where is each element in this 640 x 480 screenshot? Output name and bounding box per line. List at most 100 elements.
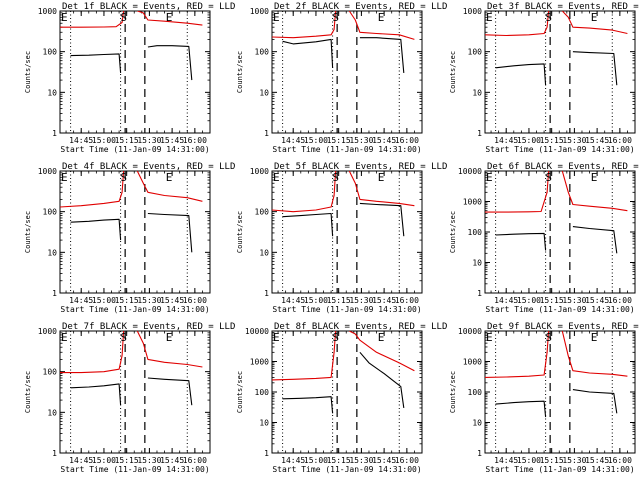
x-axis-label: Start Time (11-Jan-09 14:31:00)	[272, 465, 421, 474]
events-series-line	[282, 212, 334, 237]
y-tick-label: 1000	[38, 167, 57, 176]
events-series-line	[359, 37, 405, 73]
events-series-line	[70, 383, 122, 406]
event-marker-label: E	[378, 331, 385, 344]
event-marker-label: E	[273, 11, 280, 24]
lld-series-line	[348, 11, 415, 40]
x-tick-label: 16:00	[183, 136, 207, 145]
panel-title: Det 1f BLACK = Events, RED = LLD	[62, 2, 235, 12]
lld-series-line	[348, 171, 415, 207]
event-marker-label: S	[120, 171, 127, 184]
plot-area	[272, 331, 415, 453]
plot-frame	[484, 10, 636, 134]
x-tick-label: 15:45	[160, 136, 184, 145]
x-tick-label: 15:00	[517, 456, 541, 465]
detector-panel-2: Det 2f BLACK = Events, RED = LLD 1 10 100 10…	[236, 2, 447, 154]
y-tick-label: 100	[255, 208, 270, 217]
event-marker-label: E	[591, 171, 598, 184]
y-axis-label: Counts/sec	[449, 51, 457, 93]
y-tick-label: 1	[477, 449, 482, 458]
x-tick-label: 15:45	[585, 136, 609, 145]
x-axis-label: Start Time (11-Jan-09 14:31:00)	[60, 305, 209, 314]
x-tick-label: 15:15	[327, 136, 351, 145]
event-marker-label: E	[61, 171, 68, 184]
plot-frame	[59, 170, 211, 294]
x-tick-label: 15:15	[115, 296, 139, 305]
panel-title: Det 6f BLACK = Events, RED = LLD	[487, 162, 640, 172]
y-tick-label: 1000	[38, 327, 57, 336]
detector-panel-7: Det 7f BLACK = Events, RED = LLD 1 10 100 10…	[24, 322, 235, 474]
x-tick-label: 15:30	[137, 136, 161, 145]
x-axis-label: Start Time (11-Jan-09 14:31:00)	[272, 305, 421, 314]
y-tick-label: 10	[472, 419, 482, 428]
event-marker-label: E	[166, 171, 173, 184]
event-marker-label: S	[545, 171, 552, 184]
event-marker-label: S	[332, 11, 339, 24]
x-tick-label: 16:00	[608, 296, 632, 305]
x-tick-label: 14:45	[494, 136, 518, 145]
x-tick-label: 15:30	[349, 296, 373, 305]
detector-panel-6: Det 6f BLACK = Events, RED = LLD 1 10 100 10…	[449, 162, 640, 314]
events-series-line	[70, 53, 122, 73]
y-tick-label: 1	[477, 289, 482, 298]
panel-title: Det 7f BLACK = Events, RED = LLD	[62, 322, 235, 332]
lld-series-line	[561, 171, 628, 212]
x-tick-label: 14:45	[494, 456, 518, 465]
events-series-line	[359, 202, 405, 237]
x-tick-label: 15:15	[540, 136, 564, 145]
x-tick-label: 14:45	[281, 296, 305, 305]
lld-series-line	[60, 171, 125, 208]
lld-series-line	[60, 331, 125, 374]
events-series-line	[147, 377, 193, 406]
x-tick-label: 15:15	[327, 456, 351, 465]
x-axis-label: Start Time (11-Jan-09 14:31:00)	[60, 465, 209, 474]
detector-panel-3: Det 3f BLACK = Events, RED = LLD 1 10 100 10…	[449, 2, 640, 154]
events-series-line	[359, 351, 405, 408]
x-tick-label: 15:45	[372, 296, 396, 305]
plot-area	[485, 331, 628, 453]
y-tick-label: 1000	[250, 167, 269, 176]
x-tick-label: 16:00	[395, 296, 419, 305]
x-tick-label: 15:00	[304, 456, 328, 465]
event-marker-label: E	[378, 171, 385, 184]
x-tick-label: 15:30	[349, 456, 373, 465]
event-marker-label: E	[591, 331, 598, 344]
lld-series-line	[561, 331, 628, 377]
x-tick-label: 15:15	[327, 296, 351, 305]
y-axis-label: Counts/sec	[236, 211, 244, 253]
event-marker-label: S	[120, 331, 127, 344]
x-tick-label: 15:30	[349, 136, 373, 145]
events-series-line	[282, 396, 334, 414]
x-tick-label: 15:30	[562, 136, 586, 145]
y-tick-label: 10	[472, 259, 482, 268]
x-tick-label: 14:45	[281, 456, 305, 465]
panel-title: Det 3f BLACK = Events, RED = LLD	[487, 2, 640, 12]
x-tick-label: 15:15	[115, 456, 139, 465]
lld-series-line	[272, 11, 337, 39]
lld-series-line	[272, 171, 337, 213]
plot-area	[60, 331, 203, 453]
detector-panel-8: Det 8f BLACK = Events, RED = LLD 1 10 100 10…	[236, 322, 447, 474]
y-tick-label: 1000	[250, 358, 269, 367]
event-marker-label: S	[332, 331, 339, 344]
event-marker-label: E	[486, 331, 493, 344]
x-tick-label: 15:30	[137, 296, 161, 305]
event-marker-label: E	[273, 331, 280, 344]
events-series-line	[495, 232, 547, 251]
x-tick-label: 16:00	[183, 296, 207, 305]
events-series-line	[282, 38, 334, 68]
x-tick-label: 14:45	[69, 456, 93, 465]
panel-title: Det 9f BLACK = Events, RED = LLD	[487, 322, 640, 332]
lld-series-line	[60, 11, 125, 28]
x-tick-label: 16:00	[395, 456, 419, 465]
y-tick-label: 100	[43, 368, 58, 377]
x-tick-label: 15:00	[92, 296, 116, 305]
panel-title: Det 4f BLACK = Events, RED = LLD	[62, 162, 235, 172]
lld-series-line	[485, 11, 550, 37]
event-marker-label: E	[486, 171, 493, 184]
x-tick-label: 15:45	[585, 456, 609, 465]
detector-panel-1: Det 1f BLACK = Events, RED = LLD 1 10 100 10…	[24, 2, 235, 154]
x-tick-label: 15:45	[372, 136, 396, 145]
x-tick-label: 15:45	[372, 456, 396, 465]
